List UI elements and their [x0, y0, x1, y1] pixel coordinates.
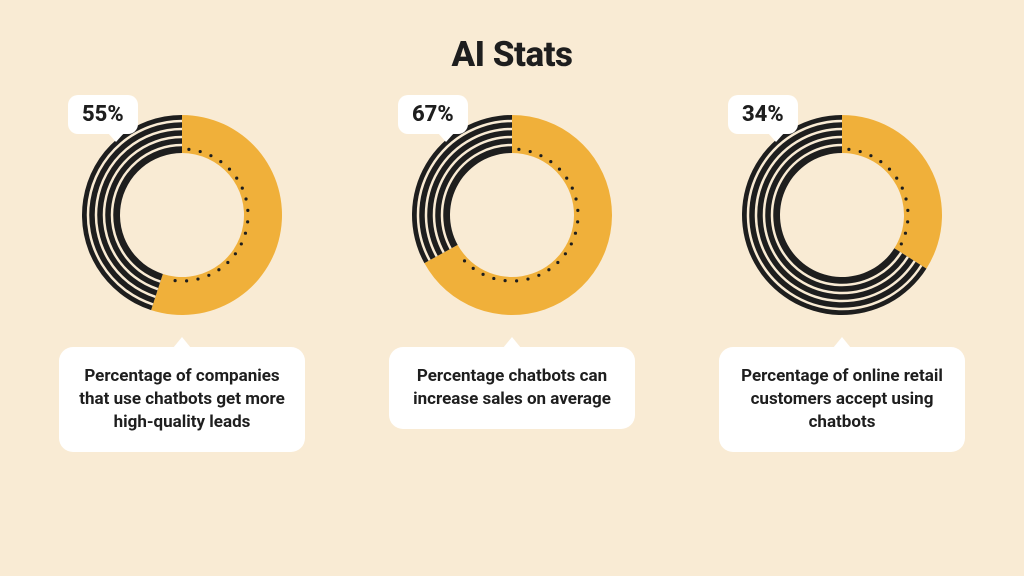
- caption-1: Percentage chatbots can increase sales o…: [389, 347, 635, 429]
- infographic-container: AI Stats 55% Percentage of companies tha…: [0, 0, 1024, 576]
- donut-chart-0: [72, 105, 292, 325]
- pct-bubble-0: 55%: [68, 95, 138, 134]
- donut-chart-2: [732, 105, 952, 325]
- pct-bubble-2: 34%: [728, 95, 798, 134]
- stat-block-1: 67% Percentage chatbots can increase sal…: [382, 105, 642, 452]
- donut-wrap-2: 34%: [732, 105, 952, 325]
- stat-block-0: 55% Percentage of companies that use cha…: [52, 105, 312, 452]
- charts-row: 55% Percentage of companies that use cha…: [52, 105, 972, 452]
- donut-chart-1: [402, 105, 622, 325]
- donut-wrap-0: 55%: [72, 105, 292, 325]
- stat-block-2: 34% Percentage of online retail customer…: [712, 105, 972, 452]
- page-title: AI Stats: [451, 34, 572, 75]
- donut-wrap-1: 67%: [402, 105, 622, 325]
- caption-0: Percentage of companies that use chatbot…: [59, 347, 305, 452]
- pct-bubble-1: 67%: [398, 95, 468, 134]
- caption-2: Percentage of online retail customers ac…: [719, 347, 965, 452]
